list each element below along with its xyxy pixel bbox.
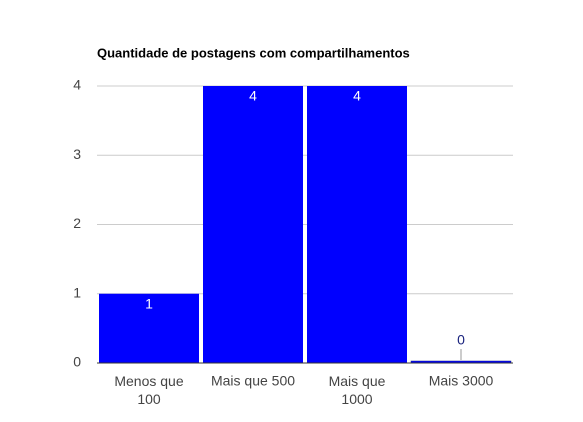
y-tick-label: 2 <box>73 215 81 231</box>
bar <box>307 86 407 363</box>
x-tick-label: Mais 3000 <box>429 373 494 389</box>
x-tick-label: Mais que 1000 <box>329 373 386 407</box>
x-tick-label: Mais que 500 <box>211 373 295 389</box>
y-tick-label: 4 <box>73 77 81 93</box>
bar <box>99 293 199 363</box>
value-label: 1 <box>145 295 153 311</box>
y-tick-label: 0 <box>73 354 81 370</box>
chart-title: Quantidade de postagens com compartilham… <box>97 45 410 60</box>
value-label: 0 <box>457 332 465 348</box>
x-tick-label: Menos que 100 <box>114 373 183 407</box>
y-tick-label: 1 <box>73 284 81 300</box>
y-tick-label: 3 <box>73 146 81 162</box>
value-label: 4 <box>353 88 361 104</box>
value-label: 4 <box>249 88 257 104</box>
bar <box>203 86 303 363</box>
